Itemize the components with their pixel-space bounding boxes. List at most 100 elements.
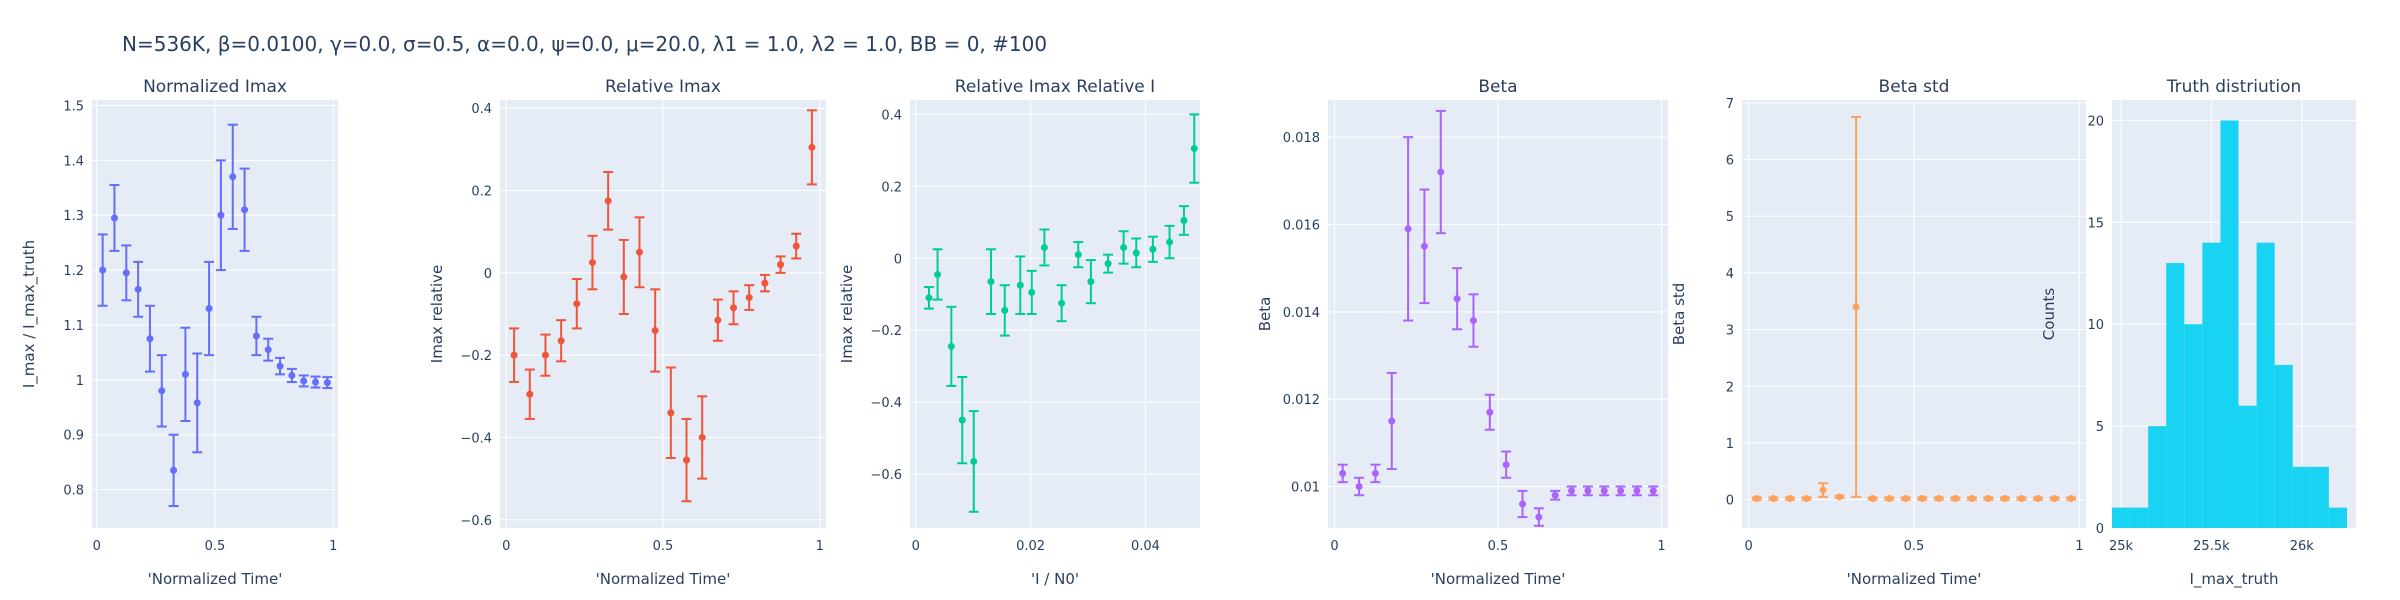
figure-suptitle: N=536K, β=0.0100, γ=0.0, σ=0.5, α=0.0, ψ… bbox=[122, 32, 1047, 56]
series-marks bbox=[2112, 120, 2347, 528]
data-point bbox=[1180, 216, 1188, 224]
x-tick-label: 0 bbox=[912, 539, 920, 554]
data-point bbox=[1355, 483, 1363, 491]
data-point bbox=[2067, 495, 2075, 503]
data-point bbox=[1753, 495, 1761, 503]
series-marks bbox=[97, 123, 333, 508]
subplot-title: Relative Imax Relative I bbox=[955, 77, 1155, 97]
subplot-title: Beta bbox=[1478, 77, 1517, 97]
histogram-bar bbox=[2310, 466, 2329, 528]
data-point bbox=[241, 206, 249, 214]
y-tick-label: 5 bbox=[1726, 210, 1734, 225]
y-tick-label: 0.01 bbox=[1291, 481, 1320, 496]
data-point bbox=[1617, 487, 1625, 495]
y-tick-label: 0 bbox=[1726, 494, 1734, 509]
data-point bbox=[958, 416, 966, 424]
y-tick-label: 3 bbox=[1726, 324, 1734, 339]
data-point bbox=[193, 399, 201, 407]
y-axis-label: Imax relative bbox=[428, 265, 446, 363]
y-tick-label: 2 bbox=[1726, 380, 1734, 395]
histogram-bar bbox=[2292, 466, 2311, 528]
data-point bbox=[620, 273, 628, 281]
histogram-bar bbox=[2256, 242, 2275, 528]
data-point bbox=[2034, 495, 2042, 503]
x-axis-label: 'I / N0' bbox=[1031, 570, 1079, 588]
data-point bbox=[1453, 295, 1461, 303]
y-tick-label: 0.012 bbox=[1283, 393, 1320, 408]
data-point bbox=[808, 143, 816, 151]
data-point bbox=[1819, 486, 1827, 494]
x-tick-label: 0 bbox=[502, 539, 510, 554]
data-point bbox=[1769, 495, 1777, 503]
histogram-bar bbox=[2166, 263, 2185, 528]
y-tick-label: 1.5 bbox=[63, 99, 84, 114]
y-tick-label: 1 bbox=[76, 374, 84, 389]
data-point bbox=[970, 457, 978, 465]
x-tick-label: 25k bbox=[2109, 539, 2134, 554]
data-point bbox=[1132, 249, 1140, 257]
y-tick-label: 20 bbox=[2087, 114, 2104, 129]
data-point bbox=[730, 304, 738, 312]
data-point bbox=[1935, 495, 1943, 503]
y-tick-label: 0.016 bbox=[1283, 218, 1320, 233]
data-point bbox=[1836, 493, 1844, 501]
y-tick-label: 0.2 bbox=[881, 180, 902, 195]
histogram-bar bbox=[2112, 507, 2131, 528]
data-point bbox=[264, 346, 272, 354]
data-point bbox=[1535, 513, 1543, 521]
histogram-bar bbox=[2328, 507, 2347, 528]
y-tick-label: −0.6 bbox=[460, 514, 492, 529]
x-tick-label: 0 bbox=[1744, 539, 1752, 554]
data-point bbox=[170, 466, 178, 474]
histogram-bar bbox=[2274, 364, 2293, 528]
data-point bbox=[557, 337, 565, 345]
data-point bbox=[1388, 417, 1396, 425]
data-point bbox=[651, 326, 659, 334]
x-tick-label: 0 bbox=[93, 539, 101, 554]
data-point bbox=[300, 377, 308, 385]
data-point bbox=[1437, 168, 1445, 176]
x-axis-label: I_max_truth bbox=[2189, 570, 2278, 589]
y-tick-label: 7 bbox=[1726, 97, 1734, 112]
x-tick-label: 26k bbox=[2290, 539, 2315, 554]
data-point bbox=[312, 378, 320, 386]
data-point bbox=[541, 351, 549, 359]
x-axis-label: 'Normalized Time' bbox=[596, 570, 731, 588]
y-tick-label: −0.2 bbox=[460, 349, 492, 364]
x-tick-label: 25.5k bbox=[2193, 539, 2230, 554]
data-point bbox=[1803, 495, 1810, 503]
x-tick-label: 1 bbox=[816, 539, 824, 554]
subplot-panels: 0.8 0.9 1 1.1 1.2 1.3 1.4 1.5 0 0.5 1 Normalized Im… bbox=[20, 77, 2356, 589]
data-point bbox=[1902, 495, 1910, 503]
histogram-bar bbox=[2148, 426, 2167, 528]
data-point bbox=[1028, 288, 1036, 296]
data-point bbox=[276, 362, 284, 370]
histogram-bar bbox=[2184, 324, 2203, 528]
y-tick-label: −0.6 bbox=[870, 468, 902, 483]
y-axis-label: Beta bbox=[1256, 297, 1274, 332]
data-point bbox=[925, 294, 933, 302]
data-point bbox=[1502, 461, 1510, 469]
data-point bbox=[1633, 487, 1641, 495]
y-axis-label: Beta std bbox=[1670, 283, 1688, 346]
y-tick-label: 10 bbox=[2087, 318, 2104, 333]
data-point bbox=[1600, 487, 1608, 495]
x-tick-label: 0.02 bbox=[1016, 539, 1045, 554]
y-tick-label: 0.9 bbox=[63, 429, 84, 444]
data-point bbox=[1166, 238, 1174, 246]
x-axis-label: 'Normalized Time' bbox=[148, 570, 283, 588]
data-point bbox=[2018, 495, 2025, 503]
data-point bbox=[2001, 495, 2009, 503]
x-axis-label: 'Normalized Time' bbox=[1431, 570, 1566, 588]
data-point bbox=[1420, 242, 1428, 250]
y-tick-label: 0.4 bbox=[471, 102, 492, 117]
data-point bbox=[1968, 495, 1976, 503]
y-tick-label: 1.4 bbox=[63, 154, 84, 169]
y-tick-label: 1 bbox=[1726, 437, 1734, 452]
series-marks bbox=[1751, 116, 2077, 503]
plot-area bbox=[910, 100, 1200, 528]
data-point bbox=[1469, 317, 1477, 325]
y-axis-label: Counts bbox=[2040, 288, 2058, 341]
y-tick-label: −0.4 bbox=[460, 431, 492, 446]
data-point bbox=[792, 242, 800, 250]
